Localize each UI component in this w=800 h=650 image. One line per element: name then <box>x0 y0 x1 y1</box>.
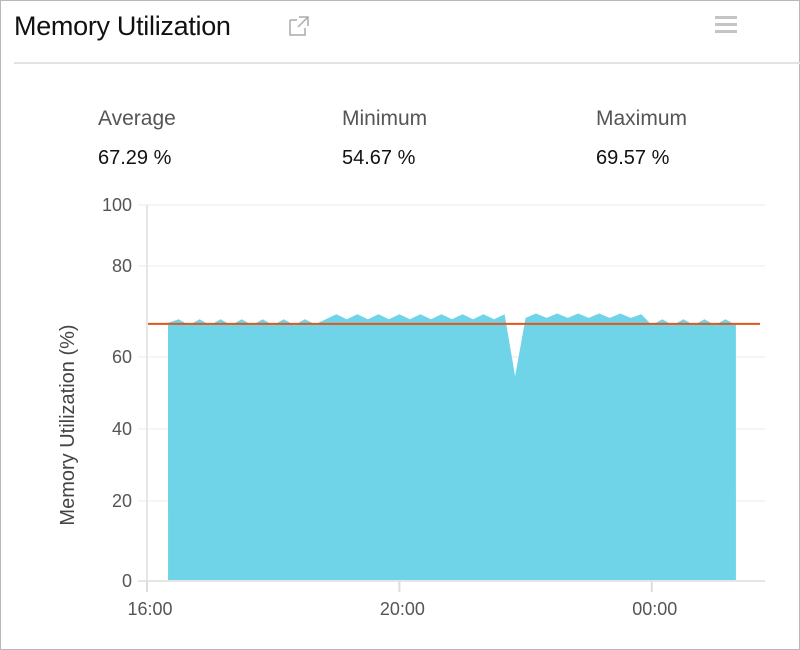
x-tick-label: 20:00 <box>380 599 425 619</box>
stat-maximum: Maximum 69.57 % <box>596 107 687 170</box>
y-tick-label: 40 <box>112 419 132 439</box>
stat-value: 54.67 % <box>342 147 416 169</box>
y-tick-label: 20 <box>112 491 132 511</box>
y-tick-label: 80 <box>112 256 132 276</box>
y-tick-label: 60 <box>112 347 132 367</box>
stat-value: 69.57 % <box>596 147 670 169</box>
stat-label: Maximum <box>596 107 688 130</box>
y-axis-label: Memory Utilization (%) <box>57 324 79 525</box>
header-divider <box>14 62 800 64</box>
y-tick-label: 0 <box>122 571 132 591</box>
x-tick-label: 00:00 <box>632 599 677 619</box>
stat-minimum: Minimum 54.67 % <box>342 107 427 170</box>
external-link-icon[interactable] <box>288 15 310 37</box>
stat-average: Average 67.29 % <box>98 107 176 170</box>
y-tick-label: 100 <box>102 195 132 215</box>
x-tick-label: 16:00 <box>127 599 172 619</box>
stat-label: Average <box>98 107 176 130</box>
hamburger-menu-icon[interactable] <box>715 16 737 37</box>
memory-area-series <box>168 313 736 581</box>
stat-value: 67.29 % <box>98 147 172 169</box>
widget-title: Memory Utilization <box>14 11 231 41</box>
stat-label: Minimum <box>342 107 428 130</box>
